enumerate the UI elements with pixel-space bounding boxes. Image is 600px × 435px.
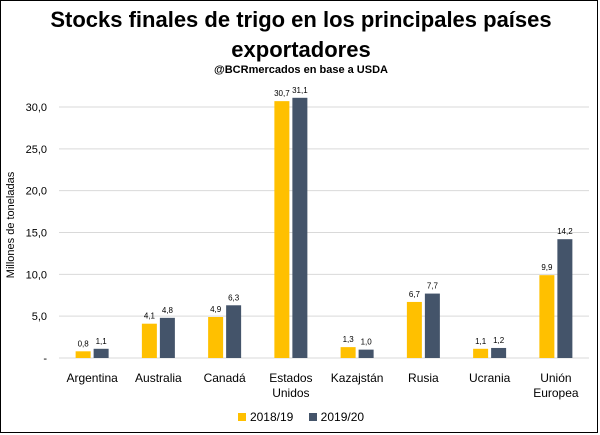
legend-swatch-2018-19 [237,413,246,421]
x-tick-label: Estados [269,371,312,385]
y-tick-label: 25,0 [26,144,47,156]
x-tick-label: Argentina [66,371,118,385]
x-tick-label: Unión [540,371,571,385]
data-labels: 0,8 1,1 4,1 4,8 4,9 6,3 30,7 31,1 1,3 1,0 6,7 7,7 1,… [78,86,574,349]
legend-item-2018-19: 2018/19 [237,410,294,424]
data-label: 0,8 [78,339,90,348]
gridlines [59,106,589,359]
bar [340,347,356,358]
legend-swatch-2019-20 [308,413,317,421]
y-tick-label: 5,0 [32,311,47,323]
data-label: 1,3 [343,335,355,344]
data-label: 4,8 [162,306,174,315]
data-label: 14,2 [557,227,573,236]
data-label: 4,9 [210,305,222,314]
x-tick-label: Australia [135,371,182,385]
data-label: 1,0 [361,338,373,347]
bars [75,97,573,359]
bar [424,293,440,358]
bar [557,239,573,358]
data-label: 4,1 [144,312,156,321]
data-label: 30,7 [274,89,290,98]
chart-subtitle: @BCRmercados en base a USDA [214,64,388,76]
data-label: 31,1 [292,86,308,95]
bar [208,317,224,358]
y-axis-ticks: - 5,0 10,0 15,0 20,0 25,0 30,0 [26,102,48,365]
bar [159,317,175,358]
bar [473,348,489,358]
bar [406,301,422,358]
data-label: 1,1 [475,337,487,346]
bar [226,305,242,358]
legend-label-2018-19: 2018/19 [249,410,294,424]
chart-title-line-2: exportadores [231,37,371,62]
bar [141,323,157,358]
x-tick-label: Rusia [408,371,439,385]
data-label: 7,7 [427,282,439,291]
data-label: 1,2 [493,336,505,345]
chart-title-line-1: Stocks finales de trigo en los principal… [50,7,552,32]
x-tick-label: Canadá [204,371,246,385]
x-tick-label: Ucrania [469,371,511,385]
bar [539,275,555,358]
legend-item-2019-20: 2019/20 [308,410,365,424]
bar [274,101,290,358]
bar [491,347,507,358]
bar [75,351,91,358]
legend: 2018/19 2019/20 [1,410,600,424]
data-label: 6,3 [228,293,240,302]
y-tick-label: 30,0 [26,102,47,114]
bar [292,97,308,359]
data-label: 9,9 [541,263,553,272]
data-label: 1,1 [96,337,108,346]
x-tick-label: Unidos [272,386,309,400]
bar [358,349,374,358]
bar [93,348,109,358]
y-tick-label: 20,0 [26,186,47,198]
legend-label-2019-20: 2019/20 [320,410,365,424]
y-tick-label: 15,0 [26,228,47,240]
y-tick-label: - [43,353,47,365]
y-tick-label: 10,0 [26,269,47,281]
x-tick-label: Kazajstán [331,371,384,385]
data-label: 6,7 [409,290,421,299]
x-tick-label: Europea [533,386,579,400]
